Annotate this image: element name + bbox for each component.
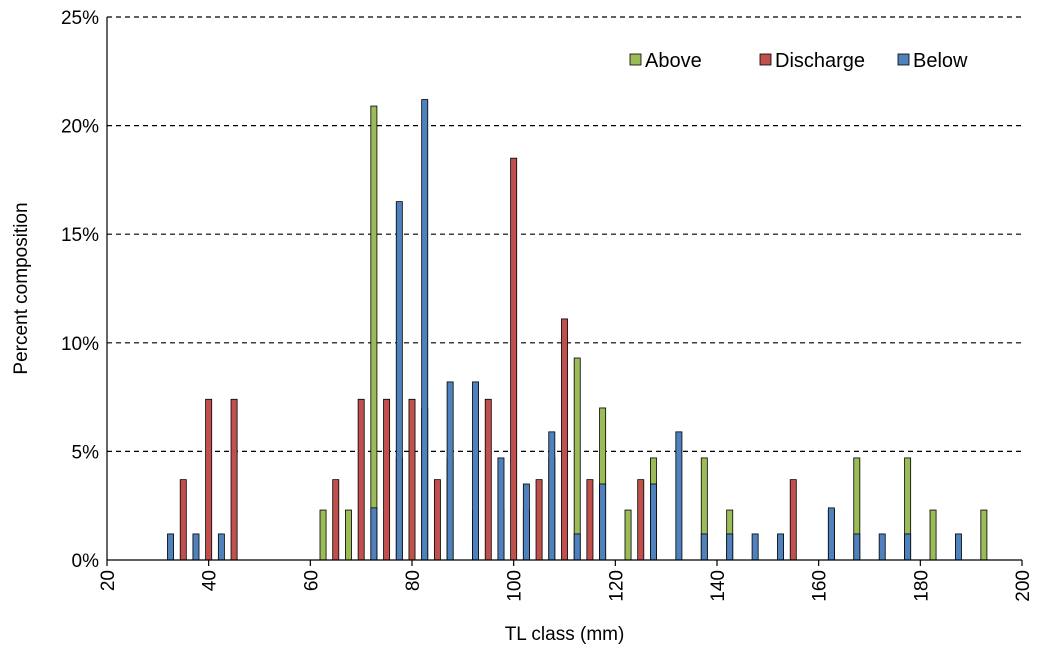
bar-discharge [433, 479, 441, 561]
bar-discharge [484, 398, 492, 561]
bars [167, 99, 988, 561]
x-tick-label: 140 [708, 570, 729, 602]
bar-discharge [789, 479, 797, 561]
bar-below [167, 533, 174, 561]
y-tick-label: 15% [61, 225, 99, 246]
bar-below [650, 483, 657, 561]
x-axis-title: TL class (mm) [505, 624, 625, 645]
bar-below [878, 533, 886, 561]
legend: Above Discharge Below [629, 50, 968, 72]
bar-above [573, 357, 581, 561]
x-tick-label: 40 [200, 570, 221, 591]
bar-discharge [383, 398, 391, 561]
bar-discharge [179, 479, 187, 561]
bar-below [522, 483, 530, 561]
x-tick-label: 20 [98, 570, 119, 591]
legend-swatch-below [897, 53, 910, 66]
bar-discharge [205, 398, 213, 561]
bar-above [980, 509, 988, 561]
bar-below [548, 431, 556, 561]
bar-below [446, 381, 454, 561]
bar-below [955, 533, 962, 561]
bar-below [777, 533, 784, 561]
bar-discharge [408, 398, 416, 561]
legend-label-above: Above [645, 50, 702, 72]
bar-below [192, 533, 200, 561]
tick-labels: 0% 5% 10% 15% 20% 25% 20 40 60 80 100 120 140 160 180 2… [61, 8, 1034, 602]
x-tick-label: 80 [403, 570, 424, 591]
bar-above [929, 509, 937, 561]
bar-below [675, 431, 683, 561]
x-tick-label: 60 [301, 570, 322, 591]
bar-above [624, 509, 632, 561]
y-tick-label: 0% [72, 551, 100, 572]
bar-above [319, 509, 327, 561]
legend-label-below: Below [913, 50, 968, 72]
bar-below [751, 533, 759, 561]
y-tick-label: 5% [72, 442, 100, 463]
y-tick-label: 10% [61, 334, 99, 355]
bar-below [217, 533, 225, 561]
bar-below [573, 533, 581, 561]
bar-above [370, 105, 378, 561]
x-tick-label: 200 [1013, 570, 1034, 602]
y-axis-title: Percent composition [11, 202, 32, 374]
bar-discharge [561, 318, 568, 561]
bar-discharge [332, 479, 340, 561]
legend-swatch-above [629, 53, 642, 66]
y-tick-label: 25% [61, 8, 99, 29]
x-tick-label: 120 [606, 570, 627, 602]
bar-below [827, 507, 835, 561]
bar-discharge [357, 398, 365, 561]
bar-discharge [510, 157, 518, 561]
bar-below [853, 533, 861, 561]
bar-below [497, 457, 505, 561]
bar-below [700, 533, 708, 561]
bar-below [421, 99, 429, 561]
bar-below [472, 381, 479, 561]
bar-below [726, 533, 734, 561]
bar-above [345, 509, 352, 561]
legend-label-discharge: Discharge [775, 50, 865, 72]
y-tick-label: 20% [61, 117, 99, 138]
legend-swatch-discharge [759, 53, 772, 66]
bar-below [599, 483, 607, 561]
bar-discharge [535, 479, 543, 561]
x-tick-label: 160 [810, 570, 831, 602]
bar-discharge [637, 479, 645, 561]
bar-below [395, 201, 403, 561]
axes [106, 17, 1022, 561]
bar-below [370, 507, 378, 561]
bar-discharge [230, 398, 238, 561]
x-tick-label: 100 [505, 570, 526, 602]
bar-below [904, 533, 912, 561]
x-tick-label: 180 [911, 570, 932, 602]
bar-discharge [586, 479, 594, 561]
